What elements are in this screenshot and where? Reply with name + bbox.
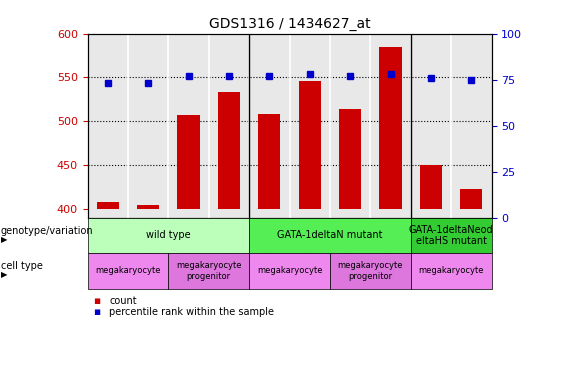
- Text: ▶: ▶: [1, 270, 7, 279]
- Bar: [218, 92, 240, 209]
- Text: ◾: ◾: [93, 307, 101, 317]
- Text: genotype/variation: genotype/variation: [1, 226, 93, 236]
- Text: ▶: ▶: [1, 235, 7, 244]
- Text: cell type: cell type: [1, 261, 42, 272]
- Bar: [137, 205, 159, 209]
- Text: megakaryocyte: megakaryocyte: [419, 266, 484, 275]
- Text: GATA-1deltaN mutant: GATA-1deltaN mutant: [277, 230, 383, 240]
- Bar: [339, 109, 361, 209]
- Bar: [420, 165, 442, 209]
- Text: megakaryocyte
progenitor: megakaryocyte progenitor: [176, 261, 241, 280]
- Text: count: count: [109, 296, 137, 306]
- Text: megakaryocyte: megakaryocyte: [257, 266, 322, 275]
- Bar: [97, 202, 119, 209]
- Text: ◾: ◾: [93, 296, 101, 306]
- Bar: [380, 47, 402, 209]
- Text: megakaryocyte
progenitor: megakaryocyte progenitor: [338, 261, 403, 280]
- Bar: [258, 114, 280, 209]
- Text: percentile rank within the sample: percentile rank within the sample: [109, 307, 274, 317]
- Bar: [460, 189, 483, 209]
- Title: GDS1316 / 1434627_at: GDS1316 / 1434627_at: [208, 17, 371, 32]
- Bar: [299, 81, 321, 209]
- Text: megakaryocyte: megakaryocyte: [95, 266, 160, 275]
- Text: GATA-1deltaNeod
eltaHS mutant: GATA-1deltaNeod eltaHS mutant: [409, 225, 493, 246]
- Text: wild type: wild type: [146, 230, 190, 240]
- Bar: [177, 115, 199, 209]
